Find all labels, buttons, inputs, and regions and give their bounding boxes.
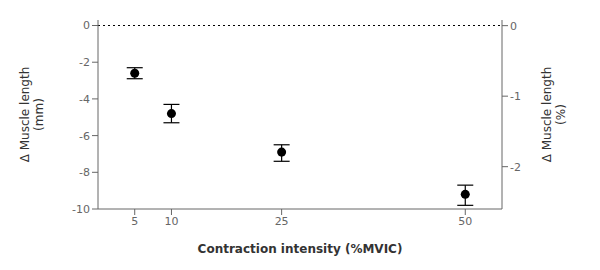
svg-text:5: 5 <box>131 215 138 228</box>
svg-text:25: 25 <box>275 215 289 228</box>
svg-text:-2: -2 <box>79 56 90 69</box>
svg-text:-2: -2 <box>510 161 521 174</box>
svg-text:0: 0 <box>510 20 517 33</box>
svg-text:-1: -1 <box>510 90 521 103</box>
svg-text:-8: -8 <box>79 166 90 179</box>
svg-text:Δ Muscle length(mm): Δ Muscle length(mm) <box>18 67 46 163</box>
svg-text:Contraction intensity (%MVIC): Contraction intensity (%MVIC) <box>198 242 403 256</box>
svg-text:50: 50 <box>458 215 472 228</box>
svg-text:0: 0 <box>83 19 90 32</box>
svg-text:-4: -4 <box>79 93 90 106</box>
svg-text:-10: -10 <box>72 203 90 216</box>
svg-text:-6: -6 <box>79 130 90 143</box>
svg-text:Δ Muscle length(%): Δ Muscle length(%) <box>540 67 568 163</box>
svg-text:10: 10 <box>164 215 178 228</box>
